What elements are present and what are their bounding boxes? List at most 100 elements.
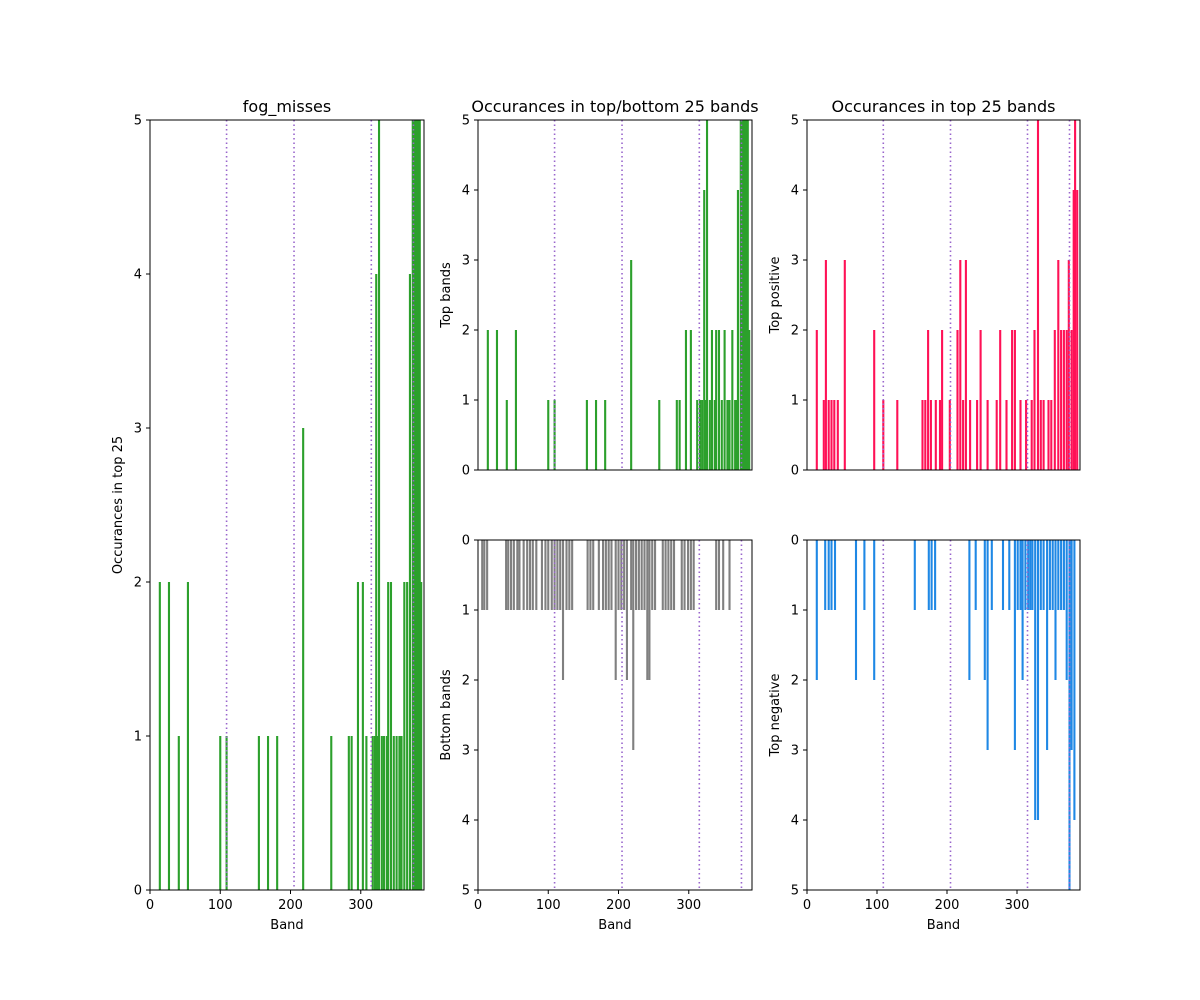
y-axis-label: Occurances in top 25 bbox=[111, 436, 126, 574]
bar bbox=[1034, 540, 1037, 820]
bar bbox=[568, 540, 571, 610]
x-tick-label: 0 bbox=[474, 898, 482, 913]
bar bbox=[705, 120, 709, 470]
bar bbox=[822, 400, 825, 470]
bar bbox=[651, 540, 654, 610]
subplot-right-top: 0 1 2 3 4 5 Occurances in top 25 bands Top posi… bbox=[768, 97, 1081, 479]
bar bbox=[713, 400, 716, 470]
x-axis-label: Band bbox=[270, 918, 303, 933]
bar bbox=[1060, 330, 1063, 470]
bar bbox=[687, 540, 690, 610]
bar bbox=[377, 120, 381, 890]
bar bbox=[1070, 540, 1073, 750]
x-tick-label: 200 bbox=[278, 898, 303, 913]
bar bbox=[1025, 400, 1028, 470]
y-tick-label: 2 bbox=[462, 674, 470, 689]
bar bbox=[1047, 400, 1050, 470]
y-tick-label: 5 bbox=[134, 114, 142, 129]
bar bbox=[1072, 190, 1075, 470]
subplot-title: Occurances in top 25 bands bbox=[832, 97, 1056, 116]
bar bbox=[1029, 540, 1032, 610]
bar bbox=[1005, 400, 1008, 470]
axes-frame bbox=[149, 119, 425, 891]
bar bbox=[559, 540, 562, 610]
bar bbox=[406, 582, 409, 890]
bar bbox=[1031, 540, 1034, 610]
bar bbox=[361, 582, 364, 890]
bar bbox=[547, 400, 550, 470]
bar bbox=[934, 540, 937, 610]
bar bbox=[535, 540, 538, 610]
bar bbox=[1042, 400, 1045, 470]
y-axis-label: Top bands bbox=[439, 262, 454, 329]
y-tick-label: 5 bbox=[462, 114, 470, 129]
bar bbox=[486, 540, 489, 610]
bar bbox=[632, 540, 635, 750]
bar bbox=[924, 400, 927, 470]
y-tick-label: 4 bbox=[462, 814, 470, 829]
bar bbox=[400, 736, 403, 890]
bar bbox=[827, 400, 830, 470]
bar bbox=[672, 540, 676, 610]
bar bbox=[561, 540, 565, 680]
axes-frame bbox=[477, 119, 753, 471]
bar bbox=[913, 540, 916, 610]
bar bbox=[830, 400, 833, 470]
x-tick-label: 200 bbox=[606, 898, 631, 913]
x-axis-label: Band bbox=[598, 918, 631, 933]
bar bbox=[594, 400, 598, 470]
y-tick-label: 1 bbox=[791, 604, 799, 619]
bar bbox=[701, 400, 704, 470]
bar bbox=[1019, 400, 1022, 470]
bar bbox=[565, 540, 568, 610]
bar bbox=[741, 120, 744, 470]
bar bbox=[658, 400, 661, 470]
bar bbox=[505, 540, 508, 610]
bar bbox=[929, 400, 932, 470]
y-axis-label: Bottom bands bbox=[439, 669, 454, 761]
bar bbox=[689, 330, 692, 470]
y-tick-label: 2 bbox=[791, 674, 799, 689]
bar bbox=[969, 400, 972, 470]
bar bbox=[990, 540, 993, 610]
bar bbox=[833, 540, 837, 610]
y-tick-label: 5 bbox=[791, 114, 799, 129]
bar bbox=[684, 330, 688, 470]
bar bbox=[571, 540, 574, 610]
bar bbox=[696, 400, 699, 470]
bar bbox=[347, 736, 350, 890]
bar bbox=[742, 120, 745, 470]
bar bbox=[158, 582, 161, 890]
bar bbox=[653, 540, 657, 610]
x-tick-label: 0 bbox=[146, 898, 154, 913]
bar bbox=[382, 736, 386, 890]
bar bbox=[843, 260, 846, 470]
bar bbox=[824, 260, 827, 470]
x-tick-label: 100 bbox=[536, 898, 561, 913]
y-tick-label: 3 bbox=[791, 744, 799, 759]
bar bbox=[1048, 540, 1051, 610]
bar bbox=[413, 120, 416, 890]
bar bbox=[703, 190, 706, 470]
bar bbox=[589, 540, 592, 610]
bar bbox=[1019, 540, 1022, 610]
bar bbox=[540, 540, 543, 610]
y-tick-label: 0 bbox=[134, 884, 142, 899]
axes-frame bbox=[806, 119, 1081, 471]
y-tick-label: 4 bbox=[462, 184, 470, 199]
bar bbox=[395, 736, 398, 890]
bar bbox=[167, 582, 171, 890]
bar bbox=[927, 540, 930, 610]
y-tick-label: 0 bbox=[462, 534, 470, 549]
bar bbox=[643, 540, 646, 610]
bar bbox=[607, 540, 610, 610]
y-tick-label: 5 bbox=[462, 884, 470, 899]
bar bbox=[637, 540, 640, 610]
bar bbox=[505, 400, 508, 470]
bar bbox=[739, 120, 742, 470]
bar bbox=[722, 540, 725, 610]
y-axis-label: Top negative bbox=[768, 674, 783, 758]
bar bbox=[1011, 330, 1014, 470]
